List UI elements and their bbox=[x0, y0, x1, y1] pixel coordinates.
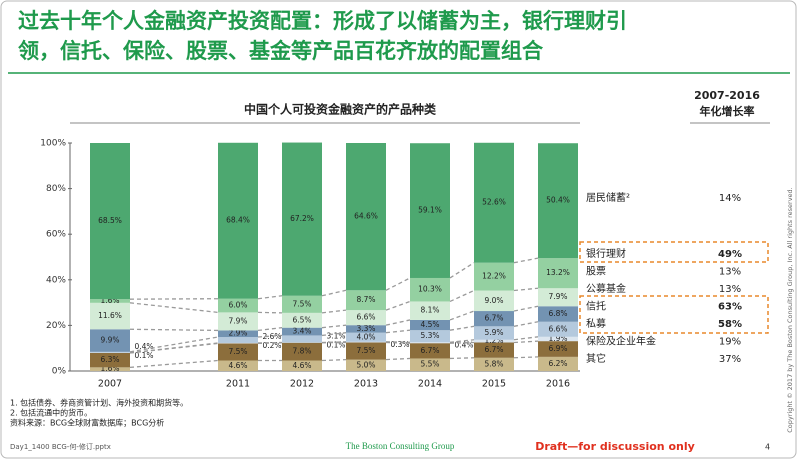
data-label: 7.9% bbox=[228, 316, 247, 325]
data-label: 6.7% bbox=[484, 345, 503, 354]
x-tick-label: 2014 bbox=[418, 379, 442, 390]
data-label: 50.4% bbox=[546, 196, 570, 205]
data-label: 6.7% bbox=[484, 314, 503, 323]
data-label: 5.0% bbox=[356, 360, 375, 369]
data-label: 6.7% bbox=[420, 346, 439, 355]
growth-heading: 2007-2016 bbox=[694, 89, 760, 102]
bar-segment bbox=[282, 335, 322, 342]
x-tick-label: 2016 bbox=[546, 379, 570, 390]
data-label: 4.6% bbox=[292, 361, 311, 370]
data-label: 6.5% bbox=[292, 315, 311, 324]
y-tick-label: 60% bbox=[46, 230, 66, 240]
growth-rate: 14% bbox=[719, 193, 741, 204]
data-label: 13.2% bbox=[546, 268, 570, 277]
growth-rate: 49% bbox=[718, 249, 742, 260]
y-tick-label: 20% bbox=[46, 321, 66, 331]
data-label: 6.9% bbox=[548, 344, 567, 353]
data-label: 3.4% bbox=[292, 327, 311, 336]
data-label: 8.7% bbox=[356, 295, 375, 304]
data-label: 4.5% bbox=[420, 320, 439, 329]
data-label: 6.8% bbox=[548, 309, 567, 318]
growth-heading: 年化增长率 bbox=[700, 104, 755, 118]
slide-title: 过去十年个人金融资产投资配置：形成了以储蓄为主，银行理财引 bbox=[18, 9, 627, 33]
data-label: 59.1% bbox=[418, 206, 442, 215]
x-tick-label: 2011 bbox=[226, 379, 250, 390]
page-number: 4 bbox=[765, 443, 770, 452]
bar-segment bbox=[90, 352, 130, 353]
data-label: 12.2% bbox=[482, 272, 506, 281]
y-tick-label: 80% bbox=[46, 184, 66, 194]
bar-segment bbox=[218, 337, 258, 343]
x-tick-label: 2007 bbox=[98, 379, 122, 390]
legend-label: 股票 bbox=[586, 266, 606, 278]
x-tick-label: 2012 bbox=[290, 379, 314, 390]
data-label: 6.0% bbox=[228, 301, 247, 310]
growth-rate: 13% bbox=[719, 267, 741, 278]
x-tick-label: 2013 bbox=[354, 379, 378, 390]
data-label: 8.1% bbox=[420, 306, 439, 315]
bar-segment bbox=[410, 342, 450, 343]
data-label: 67.2% bbox=[290, 214, 314, 223]
data-label: 68.4% bbox=[226, 216, 250, 225]
data-label: 7.5% bbox=[356, 346, 375, 355]
data-label: 4.0% bbox=[356, 332, 375, 341]
data-label: 7.5% bbox=[292, 299, 311, 308]
data-label: 5.9% bbox=[484, 328, 503, 337]
legend-label: 私募 bbox=[586, 317, 606, 330]
data-label: 3.1% bbox=[326, 332, 345, 341]
data-label: 3.3% bbox=[356, 324, 375, 333]
copyright: Copyright © 2017 by The Boston Consultin… bbox=[786, 187, 794, 432]
data-label: 9.0% bbox=[484, 296, 503, 305]
footer-company: The Boston Consulting Group bbox=[346, 441, 455, 451]
growth-rate: 63% bbox=[718, 302, 742, 313]
y-tick-label: 40% bbox=[46, 275, 66, 285]
footer-file: Day1_1400 BCG-何-修订.pptx bbox=[10, 442, 111, 451]
legend-label: 居民储蓄² bbox=[586, 191, 630, 204]
data-label: 7.9% bbox=[548, 292, 567, 301]
data-label: 6.6% bbox=[548, 324, 567, 333]
data-label: 11.6% bbox=[98, 311, 122, 320]
growth-rate: 58% bbox=[718, 319, 742, 330]
data-label: 7.8% bbox=[292, 347, 311, 356]
data-label: 6.3% bbox=[100, 355, 119, 364]
footnote: 资料来源：BCG全球财富数据库；BCG分析 bbox=[10, 418, 164, 428]
legend-label: 其它 bbox=[586, 352, 606, 365]
slide-title: 领，信托、保险、股票、基金等产品百花齐放的配置组合 bbox=[18, 39, 544, 63]
footnote: 2. 包括流通中的货币。 bbox=[10, 408, 92, 418]
data-label: 5.5% bbox=[420, 360, 439, 369]
x-tick-label: 2015 bbox=[482, 379, 506, 390]
data-label: 52.6% bbox=[482, 198, 506, 207]
data-label: 5.8% bbox=[484, 359, 503, 368]
legend-label: 银行理财 bbox=[586, 247, 626, 260]
data-label: 7.5% bbox=[228, 347, 247, 356]
legend-label: 公募基金 bbox=[586, 282, 626, 295]
legend-label: 保险及企业年金 bbox=[586, 335, 656, 348]
bar-segment bbox=[346, 342, 386, 343]
data-label: 5.3% bbox=[420, 331, 439, 340]
data-label: 6.6% bbox=[356, 313, 375, 322]
footer-draft: Draft—for discussion only bbox=[535, 440, 695, 453]
data-label: 9.9% bbox=[100, 336, 119, 345]
chart-title: 中国个人可投资金融资产的产品种类 bbox=[244, 102, 437, 117]
growth-rate: 19% bbox=[719, 337, 741, 348]
data-label: 68.5% bbox=[98, 216, 122, 225]
data-label: 4.6% bbox=[228, 361, 247, 370]
growth-rate: 37% bbox=[719, 354, 741, 365]
y-tick-label: 0% bbox=[52, 367, 67, 377]
footnote: 1. 包括债券、券商资管计划、海外投资和期货等。 bbox=[10, 398, 188, 408]
data-label: 10.3% bbox=[418, 285, 442, 294]
data-label: 6.2% bbox=[548, 359, 567, 368]
y-tick-label: 100% bbox=[40, 139, 66, 149]
data-label: 64.6% bbox=[354, 212, 378, 221]
legend-label: 信托 bbox=[586, 300, 606, 313]
growth-rate: 13% bbox=[719, 284, 741, 295]
